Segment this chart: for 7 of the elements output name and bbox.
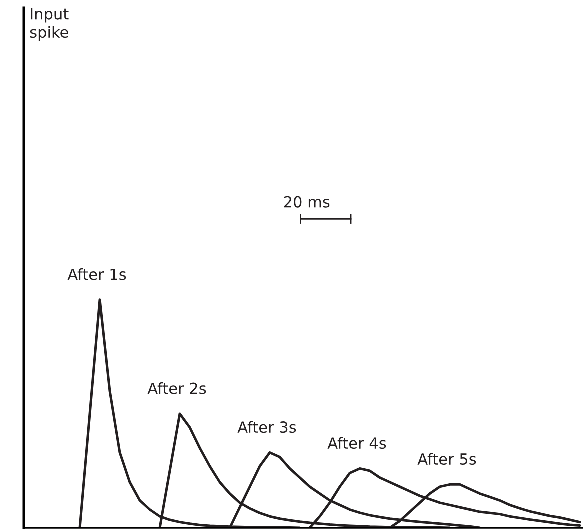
series-label: After 5s [418,453,476,466]
text: Input spike [30,8,69,42]
series-label: After 2s [148,382,206,394]
text: 20 ms [284,196,330,208]
series-label: After 4s [328,437,386,450]
series-label: After 1s [68,268,126,280]
series-label: After 3s [238,421,296,434]
